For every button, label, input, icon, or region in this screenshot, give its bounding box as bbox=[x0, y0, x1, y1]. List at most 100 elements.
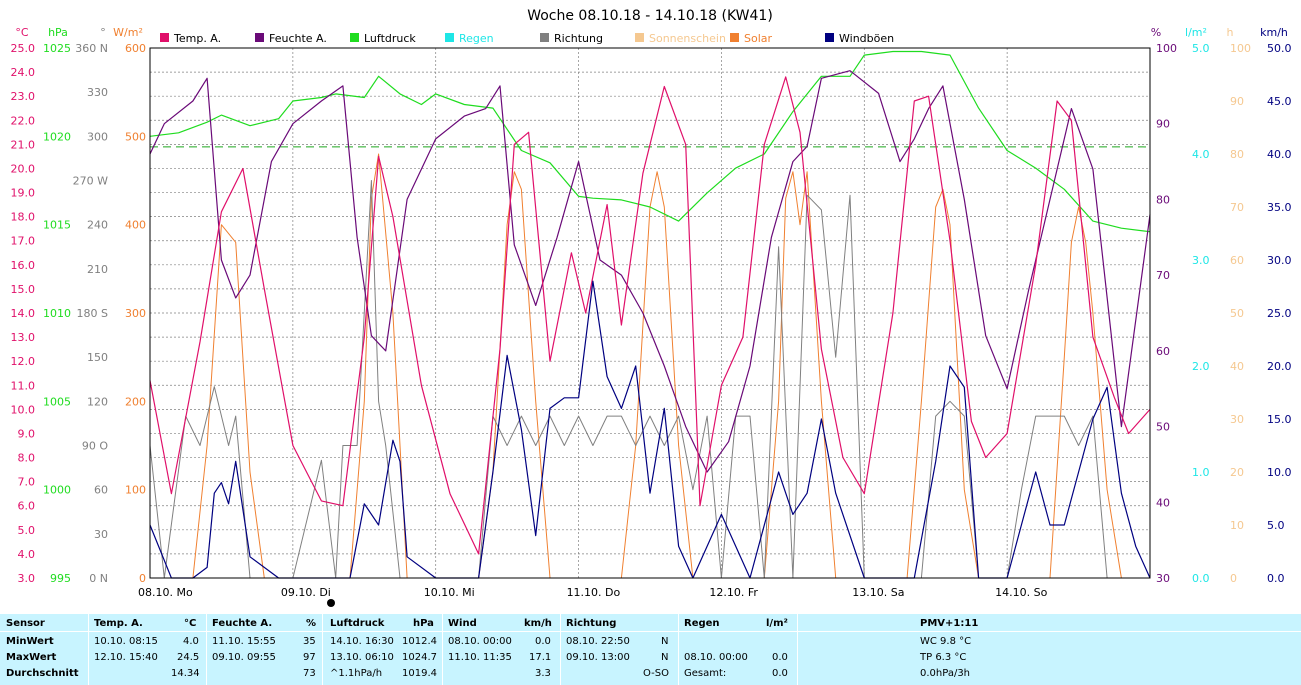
solar-axis-tick: 600 bbox=[125, 42, 146, 55]
humidity-axis-tick: 50 bbox=[1156, 421, 1170, 434]
x-axis-label: 13.10. Sa bbox=[852, 586, 904, 599]
wind-min: 0.0 bbox=[535, 636, 551, 647]
direction-axis-tick: 150 bbox=[87, 351, 108, 364]
direction-axis-tick: 90 O bbox=[82, 440, 108, 453]
wind-max: 17.1 bbox=[529, 652, 552, 663]
legend: Temp. A. Feuchte A. Luftdruck Regen Richtung… bbox=[160, 32, 894, 45]
humidity-axis-tick: 70 bbox=[1156, 269, 1170, 282]
temp-axis-tick: 23.0 bbox=[11, 90, 36, 103]
legend-label-sunshine: Sonnenschein bbox=[649, 32, 726, 45]
series-line-solar bbox=[150, 153, 1150, 579]
legend-label-solar: Solar bbox=[744, 32, 773, 45]
solar-axis-unit: W/m² bbox=[113, 26, 143, 39]
direction-axis-tick: 0 N bbox=[89, 572, 108, 585]
sunshine-axis-tick: 40 bbox=[1230, 360, 1244, 373]
gust-axis-tick: 50.0 bbox=[1267, 42, 1292, 55]
gust-axis-tick: 45.0 bbox=[1267, 95, 1292, 108]
humidity-unit: % bbox=[306, 618, 317, 629]
pmv-title: PMV+1:11 bbox=[920, 618, 979, 629]
temp-axis-tick: 19.0 bbox=[11, 187, 36, 200]
moon-phase-icon bbox=[327, 599, 335, 607]
temp-axis-tick: 9.0 bbox=[18, 427, 36, 440]
direction-title: Richtung bbox=[566, 618, 617, 629]
rain-axis-tick: 0.0 bbox=[1192, 572, 1210, 585]
sunshine-axis-tick: 100 bbox=[1230, 42, 1251, 55]
x-axis-label: 09.10. Di bbox=[281, 586, 331, 599]
legend-label-rain: Regen bbox=[459, 32, 494, 45]
temp-axis-tick: 3.0 bbox=[18, 572, 36, 585]
sunshine-axis-tick: 70 bbox=[1230, 201, 1244, 214]
humidity-axis-tick: 40 bbox=[1156, 496, 1170, 509]
x-axis-label: 12.10. Fr bbox=[709, 586, 758, 599]
axes: 25.0 24.0 23.0 22.0 21.0 20.0 19.0 18.0 17.0 16.0… bbox=[11, 26, 1292, 585]
rain-axis-tick: 4.0 bbox=[1192, 148, 1210, 161]
direction-axis-tick: 300 bbox=[87, 130, 108, 143]
series-line-temp bbox=[149, 76, 1151, 555]
temp-axis-tick: 22.0 bbox=[11, 114, 36, 127]
rain-axis-tick: 2.0 bbox=[1192, 360, 1210, 373]
temp-min: 4.0 bbox=[183, 636, 199, 647]
direction-axis-unit: ° bbox=[100, 26, 106, 39]
humidity-title: Feuchte A. bbox=[212, 618, 273, 629]
humidity-axis-tick: 30 bbox=[1156, 572, 1170, 585]
gust-axis-unit: km/h bbox=[1260, 26, 1288, 39]
pmv-trend: 0.0hPa/3h bbox=[920, 668, 971, 679]
direction-min: N bbox=[661, 636, 669, 647]
series-layer bbox=[149, 50, 1151, 579]
temp-axis-tick: 10.0 bbox=[11, 403, 36, 416]
row-label-max: MaxWert bbox=[6, 652, 57, 663]
legend-swatch-humidity bbox=[255, 33, 264, 42]
temp-axis-tick: 17.0 bbox=[11, 235, 36, 248]
temp-axis-tick: 21.0 bbox=[11, 138, 36, 151]
gust-axis-tick: 30.0 bbox=[1267, 254, 1292, 267]
solar-axis-tick: 500 bbox=[125, 130, 146, 143]
rain-max-time: 08.10. 00:00 bbox=[684, 652, 748, 663]
direction-axis-tick: 180 S bbox=[77, 307, 108, 320]
direction-max-time: 09.10. 13:00 bbox=[566, 652, 630, 663]
temp-axis-tick: 4.0 bbox=[18, 548, 36, 561]
humidity-max-time: 09.10. 09:55 bbox=[212, 652, 276, 663]
temp-axis-tick: 6.0 bbox=[18, 500, 36, 513]
direction-axis-tick: 120 bbox=[87, 395, 108, 408]
sunshine-axis-tick: 50 bbox=[1230, 307, 1244, 320]
x-axis-label: 08.10. Mo bbox=[138, 586, 193, 599]
sunshine-axis-tick: 80 bbox=[1230, 148, 1244, 161]
x-axis-label: 10.10. Mi bbox=[424, 586, 475, 599]
temp-axis-tick: 7.0 bbox=[18, 476, 36, 489]
gust-axis-tick: 35.0 bbox=[1267, 201, 1292, 214]
temp-axis-tick: 11.0 bbox=[11, 379, 36, 392]
direction-axis-tick: 270 W bbox=[73, 175, 108, 188]
wind-avg: 3.3 bbox=[535, 668, 551, 679]
pressure-axis-tick: 1020 bbox=[43, 130, 71, 143]
humidity-max: 97 bbox=[303, 652, 316, 663]
legend-label-pressure: Luftdruck bbox=[364, 32, 416, 45]
grid bbox=[150, 48, 1150, 578]
row-label-sensor: Sensor bbox=[6, 618, 45, 629]
legend-swatch-direction bbox=[540, 33, 549, 42]
direction-axis-tick: 360 N bbox=[75, 42, 108, 55]
gust-axis-tick: 20.0 bbox=[1267, 360, 1292, 373]
series-line-pressure bbox=[149, 50, 1151, 233]
solar-axis-tick: 300 bbox=[125, 307, 146, 320]
rain-title: Regen bbox=[684, 618, 720, 629]
pressure-max: 1024.7 bbox=[402, 652, 437, 663]
temp-axis-tick: 5.0 bbox=[18, 524, 36, 537]
wind-title: Wind bbox=[448, 618, 477, 629]
sunshine-axis-tick: 60 bbox=[1230, 254, 1244, 267]
pressure-max-time: 13.10. 06:10 bbox=[330, 652, 394, 663]
sunshine-axis-tick: 10 bbox=[1230, 519, 1244, 532]
x-axis-labels: 08.10. Mo 09.10. Di 10.10. Mi 11.10. Do 12.1… bbox=[138, 586, 1048, 599]
direction-axis-tick: 210 bbox=[87, 263, 108, 276]
pressure-trend: ^1.1hPa/h bbox=[330, 668, 383, 679]
weather-chart: Woche 08.10.18 - 14.10.18 (KW41) Temp. A… bbox=[11, 8, 1292, 607]
pressure-axis-tick: 995 bbox=[50, 572, 71, 585]
direction-max: N bbox=[661, 652, 669, 663]
temp-axis-tick: 13.0 bbox=[11, 331, 36, 344]
rain-total-label: Gesamt: bbox=[684, 668, 727, 679]
chart-title: Woche 08.10.18 - 14.10.18 (KW41) bbox=[527, 8, 773, 24]
humidity-avg: 73 bbox=[303, 668, 316, 679]
pressure-unit: hPa bbox=[413, 618, 434, 629]
sunshine-axis-tick: 20 bbox=[1230, 466, 1244, 479]
temp-max-time: 12.10. 15:40 bbox=[94, 652, 158, 663]
solar-axis-tick: 200 bbox=[125, 395, 146, 408]
